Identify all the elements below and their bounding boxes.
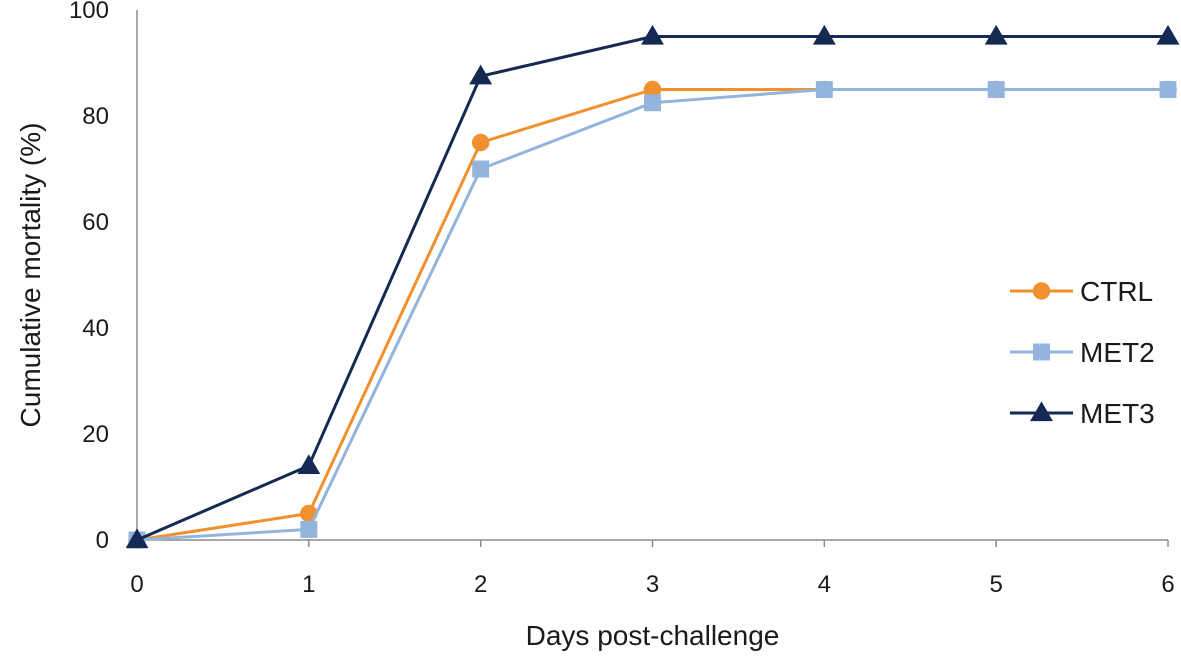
y-tick-labels: 0 20 40 60 80 100	[69, 0, 109, 554]
data-point	[471, 133, 490, 152]
data-point	[297, 454, 321, 474]
legend-label: MET3	[1080, 398, 1155, 429]
x-tick-label: 3	[646, 571, 659, 598]
data-point	[1033, 343, 1050, 361]
legend-item-ctrl: CTRL	[1010, 276, 1153, 307]
series-met2	[128, 81, 1177, 549]
data-point	[641, 24, 664, 45]
x-axis-title: Days post-challenge	[526, 620, 780, 651]
legend-item-met2: MET2	[1010, 337, 1155, 368]
series-met3	[125, 24, 1180, 549]
series-ctrl	[128, 80, 1177, 549]
data-point	[125, 528, 149, 549]
legend-label: CTRL	[1080, 276, 1153, 307]
data-point	[984, 24, 1008, 45]
data-point	[472, 160, 490, 178]
series-layer	[125, 24, 1180, 549]
data-point	[1156, 24, 1180, 45]
x-tick-labels: 0 1 2 3 4 5 6	[130, 540, 1175, 598]
data-point	[469, 64, 493, 85]
legend-label: MET2	[1080, 337, 1155, 368]
x-tick-label: 2	[474, 571, 487, 598]
data-point	[1159, 81, 1177, 98]
legend: CTRL MET2 MET3	[1010, 276, 1155, 429]
x-tick-label: 6	[1161, 571, 1174, 598]
data-point	[1032, 282, 1051, 300]
y-tick-label: 80	[82, 103, 109, 130]
y-axis-title: Cumulative mortality (%)	[15, 123, 46, 428]
data-point	[1030, 401, 1053, 422]
y-tick-label: 60	[82, 209, 109, 236]
x-tick-label: 1	[302, 571, 315, 598]
x-tick-label: 5	[989, 571, 1002, 598]
data-point	[644, 94, 661, 112]
data-point	[815, 81, 833, 98]
x-tick-label: 4	[818, 571, 831, 598]
x-tick-label: 0	[130, 571, 143, 598]
data-point	[300, 520, 318, 538]
y-tick-label: 40	[82, 315, 109, 342]
y-tick-label: 0	[96, 527, 109, 554]
data-point	[812, 24, 836, 45]
data-point	[987, 81, 1005, 98]
y-tick-label: 20	[82, 421, 109, 448]
y-tick-label: 100	[69, 0, 109, 24]
series-line	[136, 35, 1168, 542]
legend-item-met3: MET3	[1010, 398, 1155, 429]
